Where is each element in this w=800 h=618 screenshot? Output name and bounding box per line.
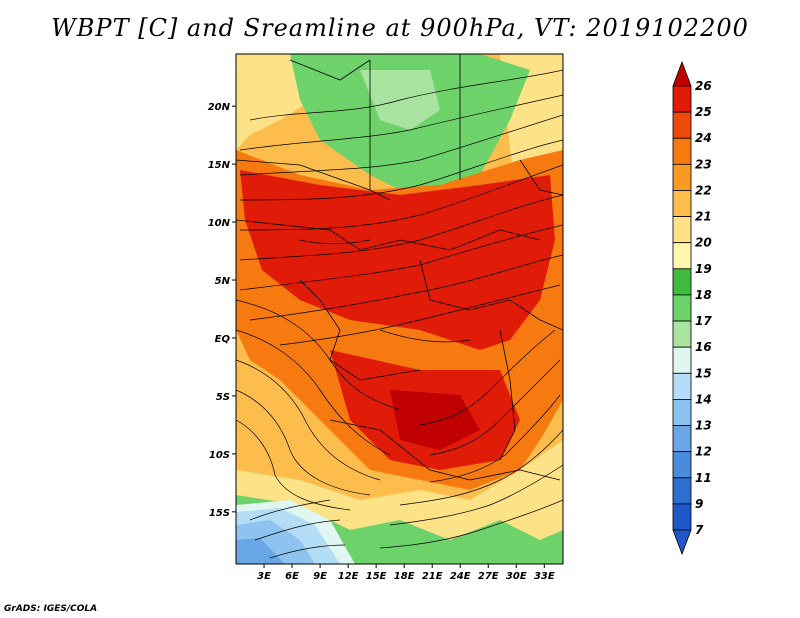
map-field <box>236 54 563 564</box>
colorbar-label: 22 <box>695 183 712 197</box>
colorbar-swatch <box>672 503 692 531</box>
colorbar-swatch <box>672 85 692 113</box>
lon-tick-label: 6E <box>285 571 299 582</box>
lon-tick-label: 3E <box>257 571 271 582</box>
chart-title: WBPT [C] and Sreamline at 900hPa, VT: 20… <box>51 14 749 42</box>
colorbar-label: 12 <box>695 445 712 459</box>
lat-tick-label: 5N <box>215 276 231 287</box>
colorbar-label: 23 <box>695 157 712 171</box>
colorbar-swatch <box>672 268 692 296</box>
colorbar-swatch <box>672 216 692 244</box>
colorbar-swatch <box>672 399 692 426</box>
lon-tick-label: 30E <box>506 571 527 582</box>
latitude-axis: 20N 15N 10N 5N EQ 5S 10S 15S <box>208 102 236 519</box>
colorbar-bottom-arrow <box>672 529 692 556</box>
colorbar-swatch <box>672 111 692 139</box>
colorbar-swatch <box>672 346 692 374</box>
lon-tick-label: 33E <box>534 571 555 582</box>
credit-text: GrADS: IGES/COLA <box>4 604 98 614</box>
colorbar-swatch <box>672 190 692 217</box>
colorbar: 26 25 24 23 22 21 20 19 18 17 16 15 14 13 12 11 9 7 <box>672 60 712 556</box>
lat-tick-label: 15N <box>208 160 231 171</box>
lon-tick-label: 21E <box>422 571 443 582</box>
colorbar-label: 15 <box>695 366 712 380</box>
colorbar-label: 7 <box>695 523 704 537</box>
field-deep-blue <box>236 538 285 564</box>
colorbar-label: 19 <box>695 262 712 276</box>
lat-tick-label: 20N <box>208 102 231 113</box>
colorbar-swatch <box>672 294 692 322</box>
colorbar-label: 16 <box>695 340 712 354</box>
colorbar-swatch <box>672 451 692 479</box>
map-frame <box>235 53 564 565</box>
colorbar-label: 26 <box>695 79 712 93</box>
streamlines <box>236 69 563 559</box>
colorbar-swatch <box>672 372 692 400</box>
lat-tick-label: EQ <box>215 334 231 345</box>
lat-tick-label: 15S <box>209 508 230 519</box>
field-red-core <box>240 170 555 350</box>
colorbar-swatch <box>672 163 692 191</box>
field-darkred-south <box>390 390 480 450</box>
lon-tick-label: 9E <box>313 571 327 582</box>
colorbar-swatch <box>672 242 692 270</box>
colorbar-label: 17 <box>695 314 712 328</box>
colorbar-swatch <box>672 137 692 165</box>
colorbar-label: 11 <box>695 471 712 485</box>
colorbar-label: 14 <box>695 392 712 406</box>
lon-tick-label: 12E <box>338 571 359 582</box>
lat-tick-label: 10S <box>209 450 230 461</box>
lon-tick-label: 27E <box>478 571 499 582</box>
colorbar-swatch <box>672 425 692 453</box>
colorbar-top-arrow <box>672 60 692 87</box>
lon-tick-label: 15E <box>366 571 387 582</box>
lat-tick-label: 10N <box>208 218 231 229</box>
colorbar-label: 24 <box>695 131 712 145</box>
colorbar-label: 25 <box>695 105 712 119</box>
longitude-axis: 3E 6E 9E 12E 15E 18E 21E 24E 27E 30E 33E <box>257 564 555 582</box>
lat-tick-label: 5S <box>216 392 230 403</box>
colorbar-label: 13 <box>695 419 712 433</box>
colorbar-swatch <box>672 320 692 348</box>
country-borders <box>236 54 563 481</box>
colorbar-label: 18 <box>695 288 712 302</box>
colorbar-label: 21 <box>695 210 712 224</box>
colorbar-swatch <box>672 477 692 505</box>
colorbar-label: 20 <box>695 236 712 250</box>
lon-tick-label: 24E <box>450 571 471 582</box>
colorbar-label: 9 <box>695 497 703 511</box>
lon-tick-label: 18E <box>394 571 415 582</box>
